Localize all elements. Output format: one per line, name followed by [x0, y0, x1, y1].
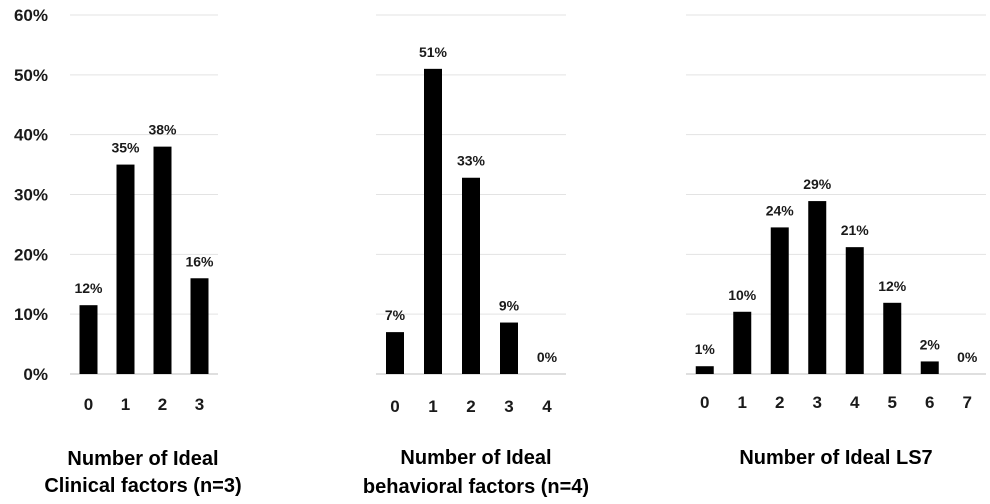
- chart-3-x-axis-label-line-1: Number of Ideal LS7: [739, 447, 932, 469]
- chart-3-x-tick-4: 4: [850, 393, 860, 412]
- chart-1-bar-1: [116, 164, 135, 374]
- chart-3-bar-6: [920, 361, 939, 374]
- chart-2-bar-1: [424, 68, 442, 374]
- chart-1-bar-3: [190, 278, 209, 374]
- y-tick-label-4: 40%: [14, 126, 48, 145]
- chart-1-data-label-2: 38%: [148, 122, 177, 138]
- y-tick-label-2: 20%: [14, 245, 48, 264]
- chart-3-x-tick-0: 0: [700, 393, 709, 412]
- chart-2-bar-0: [386, 332, 404, 374]
- chart-3-data-label-6: 2%: [920, 336, 941, 352]
- chart-2-data-label-4: 0%: [537, 349, 558, 365]
- chart-3-data-label-7: 0%: [957, 349, 978, 365]
- y-tick-label-0: 0%: [23, 365, 48, 384]
- chart-1-data-label-0: 12%: [74, 280, 103, 296]
- chart-2-x-tick-0: 0: [390, 397, 399, 416]
- chart-3-data-label-3: 29%: [803, 176, 832, 192]
- chart-1-x-tick-3: 3: [195, 395, 204, 414]
- chart-1-bar-0: [79, 305, 98, 374]
- chart-3-bar-1: [733, 311, 752, 374]
- chart-1-x-tick-1: 1: [121, 395, 130, 414]
- chart-2-x-axis-label-line-1: Number of Ideal: [400, 447, 551, 469]
- chart-2-x-tick-2: 2: [466, 397, 475, 416]
- chart-3-x-tick-1: 1: [738, 393, 747, 412]
- chart-3-data-label-2: 24%: [766, 202, 795, 218]
- y-tick-label-5: 50%: [14, 66, 48, 85]
- chart-2-x-tick-1: 1: [428, 397, 437, 416]
- chart-1-data-label-1: 35%: [111, 140, 140, 156]
- chart-2-bar-2: [462, 177, 480, 374]
- chart-3-bar-4: [845, 247, 864, 374]
- chart-1-data-label-3: 16%: [185, 253, 214, 269]
- chart-3-x-tick-5: 5: [888, 393, 897, 412]
- chart-3-data-label-4: 21%: [841, 222, 870, 238]
- chart-2-x-tick-4: 4: [542, 397, 552, 416]
- chart-3-bar-2: [770, 227, 789, 374]
- chart-3-bar-0: [695, 366, 714, 374]
- chart-1-x-tick-0: 0: [84, 395, 93, 414]
- chart-3-x-tick-2: 2: [775, 393, 784, 412]
- chart-1-x-axis-label-line-2: Clinical factors (n=3): [44, 475, 241, 497]
- chart-1-x-axis-label-line-1: Number of Ideal: [67, 448, 218, 470]
- chart-1-x-tick-2: 2: [158, 395, 167, 414]
- chart-2-data-label-2: 33%: [457, 153, 486, 169]
- chart-3-data-label-5: 12%: [878, 278, 907, 294]
- chart-3-x-tick-7: 7: [963, 393, 972, 412]
- chart-3-bar-3: [808, 201, 827, 374]
- chart-3-data-label-1: 10%: [728, 287, 757, 303]
- y-tick-label-3: 30%: [14, 186, 48, 205]
- chart-2-bar-3: [500, 322, 518, 374]
- chart-2-data-label-1: 51%: [419, 44, 448, 60]
- chart-3-data-label-0: 1%: [695, 341, 716, 357]
- chart-2-x-axis-label-line-2: behavioral factors (n=4): [363, 476, 589, 498]
- chart-3-x-tick-3: 3: [813, 393, 822, 412]
- chart-2-data-label-0: 7%: [385, 307, 406, 323]
- y-tick-label-1: 10%: [14, 305, 48, 324]
- chart-1-bar-2: [153, 146, 172, 374]
- y-tick-label-6: 60%: [14, 6, 48, 25]
- chart-3-bar-5: [883, 302, 902, 374]
- chart-3-x-tick-6: 6: [925, 393, 934, 412]
- chart-2-x-tick-3: 3: [504, 397, 513, 416]
- chart-2-data-label-3: 9%: [499, 298, 520, 314]
